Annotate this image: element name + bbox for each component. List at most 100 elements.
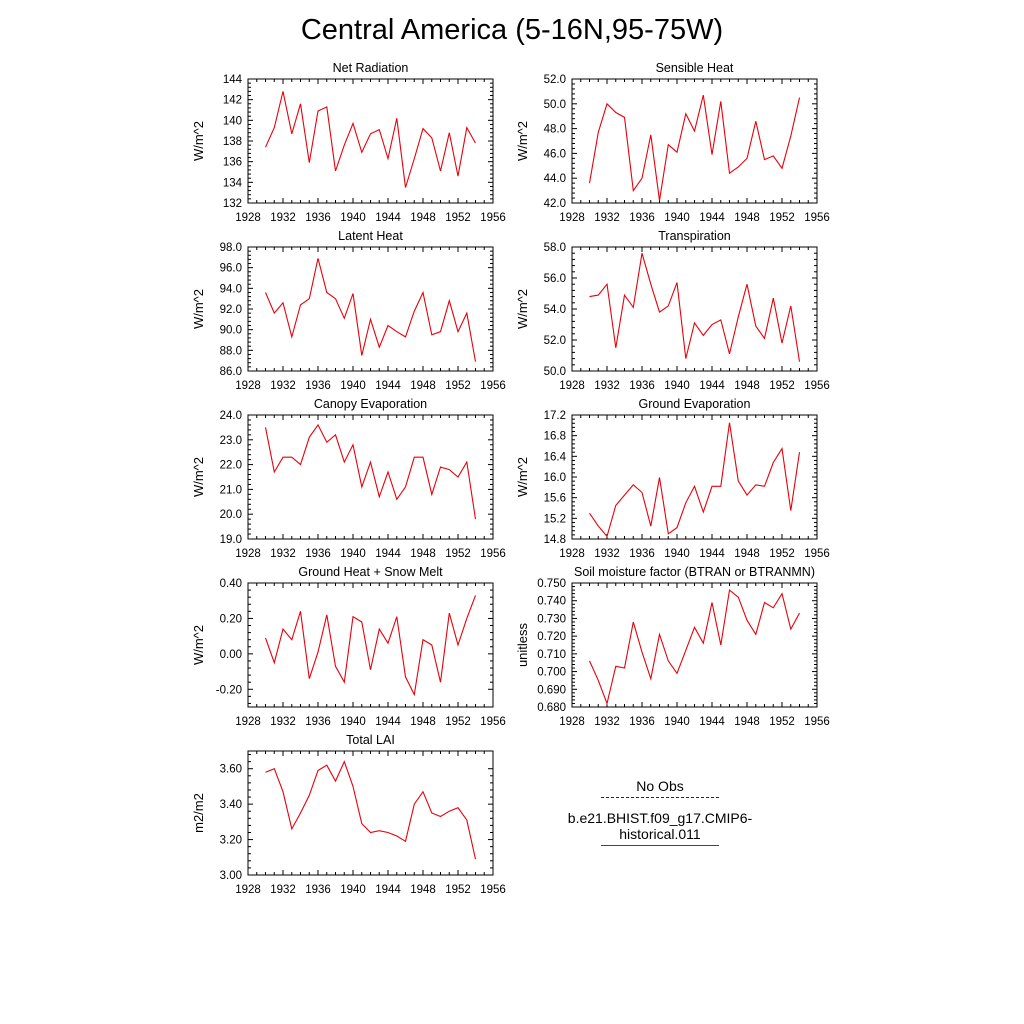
x-tick-label: 1940 [340, 884, 366, 896]
y-tick-label: 0.710 [537, 649, 566, 661]
y-tick-label: 98.0 [220, 242, 242, 254]
x-tick-label: 1928 [235, 548, 261, 560]
y-tick-label: 94.0 [220, 283, 242, 295]
y-tick-label: 0.690 [537, 684, 566, 696]
y-tick-label: 46.0 [544, 148, 566, 160]
x-tick-label: 1952 [769, 380, 795, 392]
x-tick-label: 1932 [594, 548, 620, 560]
series-line-1 [264, 258, 477, 362]
plot-frame [571, 582, 818, 708]
x-tick-label: 1952 [445, 884, 471, 896]
y-tick-label: 140 [223, 115, 242, 127]
y-tick-label: 142 [223, 95, 242, 107]
x-tick-label: 1936 [305, 716, 331, 728]
x-tick-label: 1952 [445, 212, 471, 224]
panel-2: 1928 1932 1936 1940 1944 1948 1952 1956 42.0 44.0… [515, 61, 830, 224]
x-tick-label: 1928 [559, 212, 585, 224]
plot-frame [571, 246, 818, 372]
x-tick-label: 1932 [270, 716, 296, 728]
x-tick-label: 1940 [664, 380, 690, 392]
series-line-1 [264, 91, 476, 188]
x-tick-label: 1928 [235, 380, 261, 392]
y-tick-label: 138 [223, 136, 242, 148]
y-tick-label: 58.0 [544, 242, 566, 254]
panel-1: 1928 1932 1936 1940 1944 1948 1952 1956 132 134 13… [191, 61, 506, 224]
y-tick-label: 20.0 [220, 509, 242, 521]
series-line-1 [589, 422, 801, 538]
y-tick-label: 134 [223, 177, 243, 189]
x-tick-label: 1936 [629, 212, 655, 224]
panel-8: 1928 1932 1936 1940 1944 1948 1952 1956 0.680 0.6… [515, 565, 830, 728]
y-tick-label: 44.0 [544, 173, 566, 185]
x-tick-label: 1936 [305, 380, 331, 392]
y-tick-label: 16.4 [544, 451, 567, 463]
y-tick-label: 52.0 [544, 335, 566, 347]
legend-label-obs: No Obs [636, 778, 684, 794]
x-tick-label: 1956 [480, 548, 506, 560]
y-axis-label: W/m^2 [191, 121, 206, 161]
panel-title: Sensible Heat [656, 61, 734, 75]
y-tick-label: 56.0 [544, 273, 566, 285]
panel-title: Ground Heat + Snow Melt [298, 565, 443, 579]
x-tick-label: 1940 [664, 212, 690, 224]
legend-swatch-model [601, 845, 719, 846]
x-tick-label: 1944 [699, 716, 725, 728]
series-line-1 [265, 760, 477, 860]
x-tick-label: 1936 [629, 380, 655, 392]
y-axis-label: W/m^2 [515, 457, 530, 497]
x-tick-label: 1944 [375, 548, 401, 560]
x-tick-label: 1940 [340, 716, 366, 728]
x-tick-label: 1944 [375, 212, 401, 224]
y-tick-label: 17.2 [544, 410, 566, 422]
panel-5: 1928 1932 1936 1940 1944 1948 1952 1956 19.0 20.0… [191, 397, 506, 560]
y-axis-label: unitless [515, 622, 530, 667]
y-tick-label: 0.20 [220, 613, 242, 625]
x-tick-label: 1936 [305, 884, 331, 896]
y-axis-label: W/m^2 [515, 121, 530, 161]
x-tick-label: 1936 [629, 548, 655, 560]
panel-9: 1928 1932 1936 1940 1944 1948 1952 1956 3.00 3.20… [191, 733, 506, 896]
y-tick-label: 0.720 [537, 631, 566, 643]
y-tick-label: 14.8 [544, 534, 566, 546]
y-tick-label: 16.0 [544, 472, 566, 484]
y-tick-label: 136 [223, 157, 242, 169]
x-tick-label: 1948 [734, 380, 760, 392]
y-tick-label: 50.0 [544, 366, 566, 378]
y-tick-label: 22.0 [220, 460, 242, 472]
x-tick-label: 1932 [594, 380, 620, 392]
series-line-1 [264, 595, 477, 697]
x-tick-label: 1944 [375, 884, 401, 896]
x-tick-label: 1940 [664, 548, 690, 560]
y-tick-label: 16.8 [544, 431, 566, 443]
x-tick-label: 1948 [410, 716, 436, 728]
x-tick-label: 1932 [270, 548, 296, 560]
x-tick-label: 1928 [559, 548, 585, 560]
x-tick-label: 1928 [559, 380, 585, 392]
panel-6: 1928 1932 1936 1940 1944 1948 1952 1956 14.8 15.2… [515, 397, 830, 560]
x-tick-label: 1952 [445, 380, 471, 392]
plot-frame [571, 414, 818, 540]
x-tick-label: 1940 [340, 212, 366, 224]
y-axis-label: m2/m2 [191, 793, 206, 833]
y-tick-label: 15.6 [544, 493, 566, 505]
x-tick-label: 1948 [410, 380, 436, 392]
y-tick-label: 0.700 [537, 667, 566, 679]
x-tick-label: 1944 [699, 548, 725, 560]
x-tick-label: 1940 [340, 548, 366, 560]
y-tick-label: 3.40 [220, 799, 242, 811]
series-line-1 [589, 253, 801, 362]
legend-swatch-obs [601, 797, 719, 798]
x-tick-label: 1956 [804, 380, 830, 392]
x-tick-label: 1948 [410, 884, 436, 896]
x-tick-label: 1956 [480, 884, 506, 896]
x-tick-label: 1952 [445, 548, 471, 560]
y-tick-label: 21.0 [220, 484, 242, 496]
panel-title: Transpiration [658, 229, 731, 243]
x-tick-label: 1928 [235, 212, 261, 224]
x-tick-label: 1944 [375, 380, 401, 392]
y-tick-label: 15.2 [544, 513, 566, 525]
y-tick-label: 48.0 [544, 124, 566, 136]
y-tick-label: -0.20 [216, 684, 242, 696]
x-tick-label: 1932 [270, 212, 296, 224]
y-tick-label: 88.0 [220, 345, 242, 357]
